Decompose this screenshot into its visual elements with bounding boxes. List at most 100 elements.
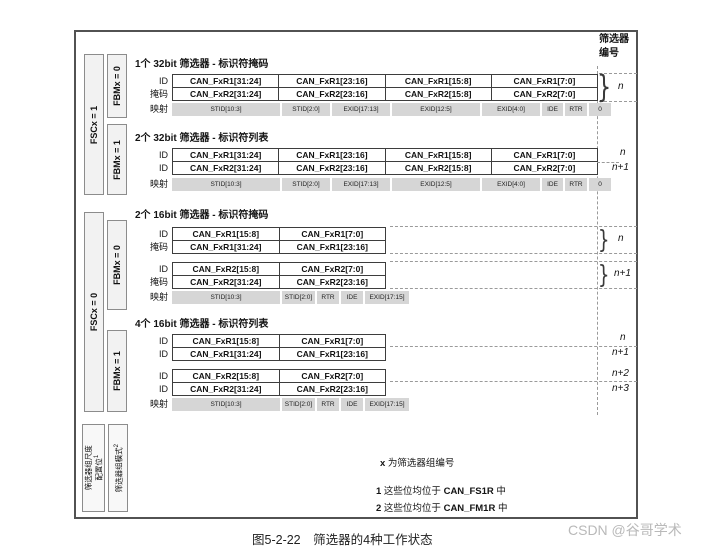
row-label: ID bbox=[159, 349, 168, 359]
register-cell: CAN_FxR1[31:24] bbox=[172, 148, 280, 162]
legend-filter-scale-line2: 配置位1 bbox=[93, 455, 104, 481]
dashed-separator bbox=[390, 253, 637, 254]
register-row: CAN_FxR1[31:24] CAN_FxR1[23:16] bbox=[172, 347, 386, 361]
register-row: CAN_FxR2[31:24] CAN_FxR2[23:16] CAN_FxR2[1… bbox=[172, 161, 598, 175]
register-row: CAN_FxR1[31:24] CAN_FxR1[23:16] CAN_FxR1[1… bbox=[172, 148, 598, 162]
map-cell: IDE bbox=[542, 103, 563, 116]
note-2-register: CAN_FM1R bbox=[443, 503, 496, 514]
filter-number: n bbox=[618, 233, 624, 244]
filter-number: n+1 bbox=[612, 162, 629, 173]
row-label: ID bbox=[159, 76, 168, 86]
register-cell: CAN_FxR2[23:16] bbox=[278, 161, 386, 175]
row-label: 掩码 bbox=[149, 242, 168, 252]
register-cell: CAN_FxR1[23:16] bbox=[278, 148, 386, 162]
register-cell: CAN_FxR1[7:0] bbox=[490, 148, 598, 162]
register-cell: CAN_FxR2[7:0] bbox=[490, 87, 598, 101]
section-title-16bit-mask: 2个 16bit 筛选器 - 标识符掩码 bbox=[135, 210, 269, 221]
row-label: 映射 bbox=[149, 399, 168, 409]
dashed-separator bbox=[597, 162, 619, 163]
register-cell: CAN_FxR1[31:24] bbox=[172, 240, 280, 254]
filter-number: n+3 bbox=[612, 383, 629, 394]
brace: } bbox=[598, 260, 610, 289]
note-2-prefix: 2 bbox=[376, 503, 382, 514]
register-cell: CAN_FxR2[31:24] bbox=[172, 382, 280, 396]
section-title-32bit-mask: 1个 32bit 筛选器 - 标识符掩码 bbox=[135, 59, 269, 70]
register-cell: CAN_FxR2[7:0] bbox=[278, 262, 386, 276]
row-label: ID bbox=[159, 384, 168, 394]
register-cell: CAN_FxR2[7:0] bbox=[278, 369, 386, 383]
legend-filter-scale-box: 筛选器组尺度 配置位1 bbox=[82, 424, 105, 512]
legend-filter-scale-text: 筛选器组尺度 配置位1 bbox=[84, 446, 104, 491]
filter-number: n+1 bbox=[612, 347, 629, 358]
register-row: CAN_FxR2[31:24] CAN_FxR2[23:16] CAN_FxR2[1… bbox=[172, 87, 598, 101]
note-x-prefix: x bbox=[380, 458, 386, 469]
register-cell: CAN_FxR1[15:8] bbox=[384, 74, 492, 88]
map-cell: EXID[17:13] bbox=[332, 178, 390, 191]
filter-number-header-line2: 编号 bbox=[599, 48, 619, 59]
register-cell: CAN_FxR2[31:24] bbox=[172, 161, 280, 175]
map-cell: STID[2:0] bbox=[282, 398, 315, 411]
fbm-bar-1b: FBMx = 1 bbox=[107, 330, 127, 412]
note-2: 2 这些位均位于 CAN_FM1R 中 bbox=[376, 503, 508, 514]
figure-frame bbox=[74, 30, 638, 519]
note-1-prefix: 1 bbox=[376, 486, 382, 497]
row-label: 映射 bbox=[149, 179, 168, 189]
map-cell: STID[10:3] bbox=[172, 291, 280, 304]
note-1-register: CAN_FS1R bbox=[443, 486, 494, 497]
register-cell: CAN_FxR2[23:16] bbox=[278, 87, 386, 101]
register-cell: CAN_FxR2[7:0] bbox=[490, 161, 598, 175]
register-row: CAN_FxR2[31:24] CAN_FxR2[23:16] bbox=[172, 275, 386, 289]
map-cell: STID[2:0] bbox=[282, 291, 315, 304]
fsc-bar-1-label: FSCx = 1 bbox=[89, 105, 99, 144]
map-cell: EXID[12:5] bbox=[392, 178, 480, 191]
map-cell: IDE bbox=[542, 178, 563, 191]
map-cell: EXID[17:15] bbox=[365, 398, 409, 411]
row-label: ID bbox=[159, 264, 168, 274]
map-cell: STID[10:3] bbox=[172, 398, 280, 411]
register-row: CAN_FxR1[31:24] CAN_FxR1[23:16] CAN_FxR1[1… bbox=[172, 74, 598, 88]
map-cell: EXID[4:0] bbox=[482, 103, 540, 116]
fsc-bar-0-label: FSCx = 0 bbox=[89, 292, 99, 332]
register-row: CAN_FxR1[31:24] CAN_FxR1[23:16] bbox=[172, 240, 386, 254]
map-cell: RTR bbox=[565, 103, 587, 116]
filter-number: n bbox=[620, 332, 626, 343]
row-label: 映射 bbox=[149, 104, 168, 114]
figure-caption: 图5-2-22 筛选器的4种工作状态 bbox=[252, 533, 433, 547]
map-cell: EXID[12:5] bbox=[392, 103, 480, 116]
fbm-bar-0a: FBMx = 0 bbox=[107, 54, 127, 118]
map-cell: STID[2:0] bbox=[282, 178, 330, 191]
map-cell: EXID[17:15] bbox=[365, 291, 409, 304]
legend-note2-ref: 2 bbox=[113, 443, 120, 448]
register-cell: CAN_FxR1[15:8] bbox=[172, 334, 280, 348]
register-cell: CAN_FxR1[7:0] bbox=[490, 74, 598, 88]
register-cell: CAN_FxR1[15:8] bbox=[172, 227, 280, 241]
map-cell: STID[10:3] bbox=[172, 178, 280, 191]
register-cell: CAN_FxR1[7:0] bbox=[278, 334, 386, 348]
dashed-separator bbox=[390, 261, 637, 262]
register-row: CAN_FxR2[31:24] CAN_FxR2[23:16] bbox=[172, 382, 386, 396]
fbm-bar-1a: FBMx = 1 bbox=[107, 124, 127, 195]
row-label: ID bbox=[159, 163, 168, 173]
register-cell: CAN_FxR2[15:8] bbox=[384, 87, 492, 101]
filter-number-divider-dashed-line bbox=[597, 66, 598, 415]
map-cell: RTR bbox=[317, 291, 339, 304]
brace: } bbox=[598, 225, 610, 254]
dashed-separator bbox=[390, 226, 637, 227]
dashed-separator bbox=[390, 346, 637, 347]
brace: } bbox=[597, 69, 612, 105]
map-cell: EXID[4:0] bbox=[482, 178, 540, 191]
register-cell: CAN_FxR2[23:16] bbox=[278, 382, 386, 396]
map-cell: STID[2:0] bbox=[282, 103, 330, 116]
map-row: STID[10:3] STID[2:0] RTR IDE EXID[17:15] bbox=[172, 291, 409, 304]
register-cell: CAN_FxR1[23:16] bbox=[278, 347, 386, 361]
note-1: 1 这些位均位于 CAN_FS1R 中 bbox=[376, 486, 506, 497]
legend-filter-mode-box: 筛选器组模式2 bbox=[108, 424, 128, 512]
map-cell: IDE bbox=[341, 398, 363, 411]
map-row: STID[10:3] STID[2:0] RTR IDE EXID[17:15] bbox=[172, 398, 409, 411]
row-label: 掩码 bbox=[149, 277, 168, 287]
register-row: CAN_FxR1[15:8] CAN_FxR1[7:0] bbox=[172, 227, 386, 241]
legend-note1-ref: 1 bbox=[93, 455, 100, 459]
section-title-32bit-list: 2个 32bit 筛选器 - 标识符列表 bbox=[135, 133, 269, 144]
row-label: 映射 bbox=[149, 292, 168, 302]
